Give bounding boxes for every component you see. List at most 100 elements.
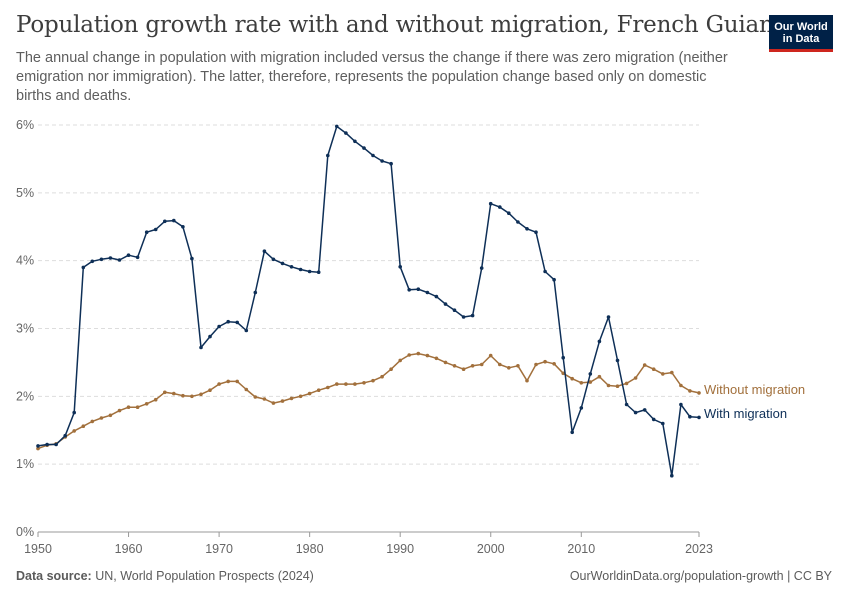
data-point-without-migration xyxy=(579,381,584,385)
data-point-with-migration xyxy=(181,225,185,229)
data-point-with-migration xyxy=(262,249,267,253)
data-point-without-migration xyxy=(362,381,366,385)
x-tick-label: 2010 xyxy=(567,542,595,556)
data-point-with-migration xyxy=(108,256,113,260)
data-point-without-migration xyxy=(153,397,158,402)
x-tick-label: 1980 xyxy=(296,542,324,556)
data-point-with-migration xyxy=(552,277,556,282)
data-point-with-migration xyxy=(534,230,538,234)
data-point-with-migration xyxy=(570,430,574,435)
data-point-without-migration xyxy=(507,366,511,370)
x-tick-label: 1950 xyxy=(24,542,52,556)
data-point-without-migration xyxy=(416,351,421,356)
y-tick-label: 4% xyxy=(16,254,34,268)
data-point-without-migration xyxy=(335,382,339,386)
data-point-with-migration xyxy=(624,402,629,407)
data-point-without-migration xyxy=(262,397,267,401)
data-point-with-migration xyxy=(144,230,149,234)
data-point-without-migration xyxy=(117,408,122,413)
data-point-with-migration xyxy=(416,287,421,292)
data-point-with-migration xyxy=(280,261,285,266)
data-point-without-migration xyxy=(688,389,692,393)
data-point-with-migration xyxy=(380,159,384,163)
data-point-with-migration xyxy=(199,345,203,350)
data-point-with-migration xyxy=(679,402,683,407)
data-point-without-migration xyxy=(661,372,665,376)
data-point-with-migration xyxy=(362,146,366,150)
data-point-with-migration xyxy=(651,417,656,422)
legend-label-with-migration[interactable]: With migration xyxy=(704,406,787,421)
data-point-with-migration xyxy=(253,290,258,295)
data-point-with-migration xyxy=(588,372,593,376)
data-point-without-migration xyxy=(389,367,393,372)
data-point-with-migration xyxy=(235,320,239,325)
data-point-with-migration xyxy=(470,313,475,318)
inline-legend: Without migration With migration xyxy=(704,382,805,421)
data-point-without-migration xyxy=(398,358,403,363)
data-point-with-migration xyxy=(443,302,448,306)
data-point-without-migration xyxy=(488,353,493,358)
x-tick-label: 1970 xyxy=(205,542,233,556)
data-point-with-migration xyxy=(316,270,321,275)
data-point-with-migration xyxy=(425,290,430,295)
data-point-with-migration xyxy=(289,265,294,269)
x-tick-label: 2000 xyxy=(477,542,505,556)
owid-logo[interactable]: Our World in Data xyxy=(769,15,833,52)
data-point-without-migration xyxy=(163,390,167,395)
data-point-with-migration xyxy=(190,256,194,261)
data-point-without-migration xyxy=(570,376,574,381)
y-tick-label: 2% xyxy=(16,389,34,403)
data-point-without-migration xyxy=(135,405,140,410)
data-point-with-migration xyxy=(606,315,611,319)
data-point-without-migration xyxy=(633,376,638,380)
series-line-with-migration[interactable] xyxy=(37,125,700,477)
data-point-with-migration xyxy=(99,257,104,262)
data-point-without-migration xyxy=(344,382,348,386)
data-point-without-migration xyxy=(235,379,239,384)
data-point-with-migration xyxy=(434,294,439,299)
data-point-without-migration xyxy=(525,378,529,383)
data-point-with-migration xyxy=(335,124,339,129)
data-point-without-migration xyxy=(470,364,475,368)
data-point-with-migration xyxy=(525,227,529,231)
legend-label-without-migration[interactable]: Without migration xyxy=(704,382,805,397)
data-point-with-migration xyxy=(597,339,602,344)
data-point-with-migration xyxy=(498,205,502,209)
data-point-without-migration xyxy=(624,381,629,386)
y-tick-label: 5% xyxy=(16,186,34,200)
series-line-without-migration[interactable] xyxy=(37,352,700,450)
data-point-with-migration xyxy=(561,355,565,360)
data-point-without-migration xyxy=(561,371,565,376)
data-point-without-migration xyxy=(253,395,258,399)
data-point-without-migration xyxy=(588,380,593,384)
data-point-with-migration xyxy=(642,408,647,412)
data-point-with-migration xyxy=(298,267,303,272)
data-point-with-migration xyxy=(353,139,357,144)
chart-title: Population growth rate with and without … xyxy=(16,12,788,38)
data-point-with-migration xyxy=(507,211,511,215)
data-point-with-migration xyxy=(208,334,212,339)
y-tick-label: 3% xyxy=(16,322,34,336)
data-point-with-migration xyxy=(271,257,276,262)
data-point-without-migration xyxy=(99,416,104,420)
data-point-without-migration xyxy=(642,363,647,367)
data-point-with-migration xyxy=(126,253,131,257)
data-point-without-migration xyxy=(36,446,40,451)
y-axis-tick-labels: 0% 1% 2% 3% 4% 5% 6% xyxy=(16,118,34,539)
x-tick-label: 1960 xyxy=(115,542,143,556)
source-url[interactable]: OurWorldinData.org/population-growth | C… xyxy=(569,569,832,583)
data-point-without-migration xyxy=(271,401,276,405)
data-point-with-migration xyxy=(579,406,584,410)
data-point-without-migration xyxy=(452,364,457,368)
data-point-with-migration xyxy=(389,161,393,166)
data-point-without-migration xyxy=(199,392,203,397)
x-axis: 1950 1960 1970 1980 1990 2000 2010 2023 xyxy=(24,531,713,556)
data-point-without-migration xyxy=(72,429,76,433)
x-tick-label: 1990 xyxy=(386,542,414,556)
data-point-with-migration xyxy=(697,415,701,420)
data-point-with-migration xyxy=(407,288,412,292)
data-source-text: UN, World Population Prospects (2024) xyxy=(95,569,314,583)
data-point-without-migration xyxy=(615,384,620,389)
data-point-with-migration xyxy=(72,410,76,415)
